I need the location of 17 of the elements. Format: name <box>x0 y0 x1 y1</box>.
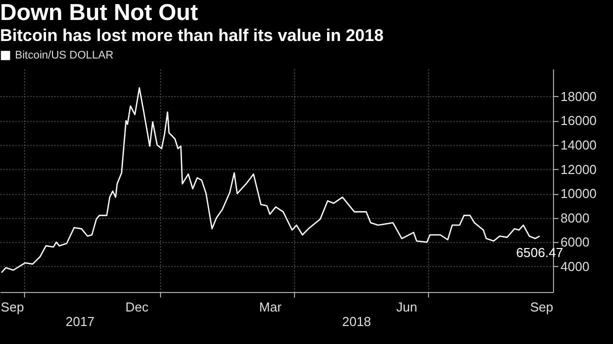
x-tick-label: Dec <box>125 300 149 314</box>
chart-subtitle: Bitcoin has lost more than half its value in 2018 <box>0 26 384 45</box>
y-tick-label: 12000 <box>560 162 597 177</box>
x-tick-label: Jun <box>396 300 418 314</box>
x-tick-label: Sep <box>0 300 24 314</box>
x-tick-label: Mar <box>259 300 282 314</box>
y-tick-label: 4000 <box>560 258 590 274</box>
chart-title: Down But Not Out <box>0 0 198 25</box>
legend-label: Bitcoin/US DOLLAR <box>15 50 114 62</box>
y-tick-label: 10000 <box>560 186 597 202</box>
y-tick-label: 14000 <box>560 137 597 152</box>
y-tick-label: 16000 <box>560 113 597 128</box>
y-tick-label: 8000 <box>560 210 590 226</box>
y-tick-label: 18000 <box>560 88 597 104</box>
x-tick-label: Sep <box>530 300 554 314</box>
text: 2017 <box>66 314 95 329</box>
text: 2018 <box>342 314 372 329</box>
